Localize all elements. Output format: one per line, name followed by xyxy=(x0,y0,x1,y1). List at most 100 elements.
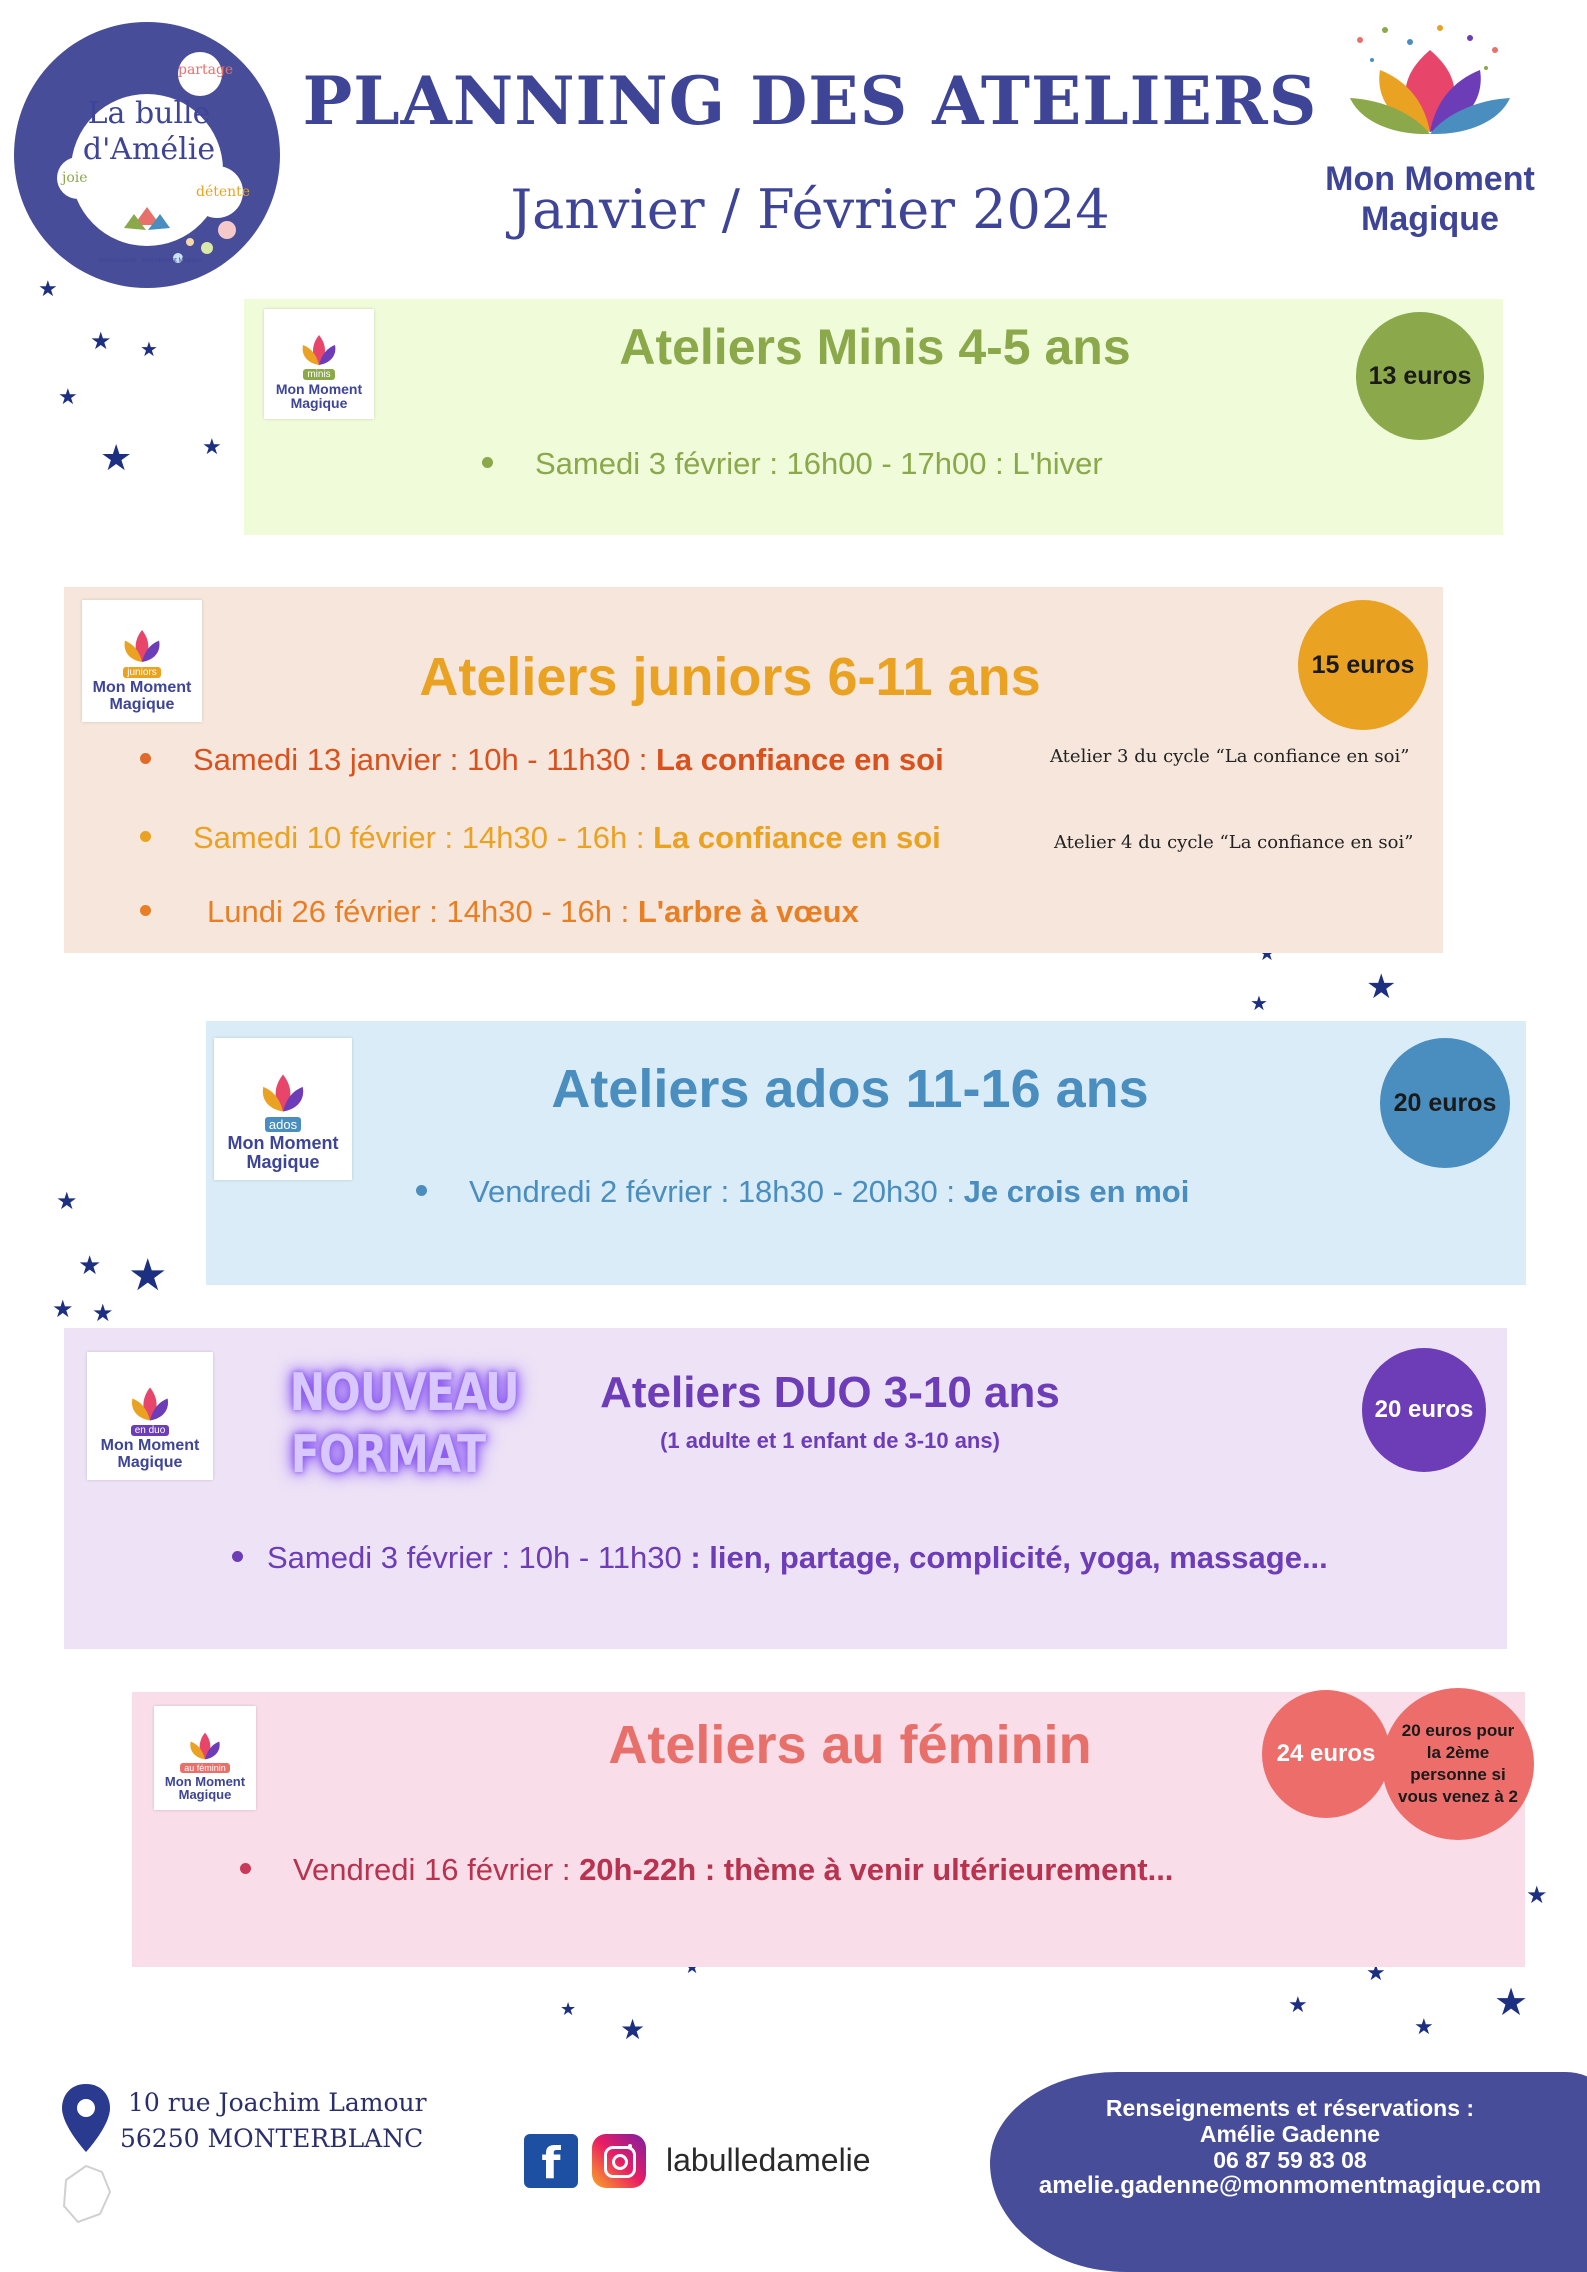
star-icon: ★ xyxy=(92,1300,114,1327)
lotus-icon xyxy=(124,630,160,663)
nouveau-line2: FORMAT xyxy=(290,1425,486,1485)
juniors-item-2-note: Atelier 4 du cycle “La confiance en soi” xyxy=(1054,832,1414,853)
word-joie: joie xyxy=(62,170,88,186)
star-icon: ★ xyxy=(100,437,133,478)
bullet-icon xyxy=(232,1551,243,1563)
la-bulle-logo: La bulle d'Amélie partage joie détente A… xyxy=(12,20,282,290)
juniors-item-1-theme: La confiance en soi xyxy=(656,742,944,777)
ados-badge: ados xyxy=(264,1117,302,1133)
star-icon: ★ xyxy=(140,339,158,361)
star-icon: ★ xyxy=(1250,993,1268,1015)
star-icon: ★ xyxy=(128,1251,168,1300)
duo-title: Ateliers DUO 3-10 ans xyxy=(600,1368,1060,1417)
contact-info: Renseignements et réservations : Amélie … xyxy=(990,2095,1587,2199)
right-logo-line2: Magique xyxy=(1361,200,1499,238)
duo-subtitle: (1 adulte et 1 enfant de 3-10 ans) xyxy=(660,1428,1000,1453)
duo-item-theme: : lien, partage, complicité, yoga, massa… xyxy=(690,1540,1328,1575)
star-icon: ★ xyxy=(90,328,112,355)
duo-logo-line1: Mon Moment xyxy=(100,1437,200,1455)
star-icon: ★ xyxy=(560,1999,577,2019)
ados-logo-line2: Magique xyxy=(246,1152,320,1173)
bullet-icon xyxy=(140,753,151,765)
juniors-item-3-theme: L'arbre à vœux xyxy=(637,894,859,929)
page-subtitle: Janvier / Février 2024 xyxy=(510,178,1110,241)
lotus-icon xyxy=(131,1387,169,1421)
juniors-badge: juniors xyxy=(123,667,161,679)
juniors-logo-line2: Magique xyxy=(109,696,175,714)
minis-logo: minis Mon Moment Magique xyxy=(264,309,374,419)
minis-price: 13 euros xyxy=(1356,312,1484,440)
ados-logo: ados Mon Moment Magique xyxy=(214,1038,352,1180)
star-icon: ★ xyxy=(52,1296,74,1323)
contact-email[interactable]: amelie.gadenne@monmomentmagique.com xyxy=(1038,2172,1542,2199)
section-juniors xyxy=(64,587,1443,953)
duo-logo: en duo Mon Moment Magique xyxy=(87,1352,213,1480)
instagram-icon[interactable] xyxy=(592,2134,646,2188)
minis-badge: minis xyxy=(303,368,335,380)
ring-text: Ambassadrice · Mon Moment Magique xyxy=(98,258,202,264)
feminin-item-text: Vendredi 16 février : xyxy=(293,1852,580,1887)
ados-item-theme: Je crois en moi xyxy=(963,1174,1190,1209)
feminin-logo-line2: Magique xyxy=(178,1787,232,1803)
mon-moment-magique-logo: Mon Moment Magique xyxy=(1300,20,1560,250)
juniors-logo: juniors Mon Moment Magique xyxy=(82,600,202,722)
star-icon: ★ xyxy=(58,384,78,409)
juniors-item-1: Samedi 13 janvier : 10h - 11h30 : La con… xyxy=(140,742,944,778)
bubble-logo-icon xyxy=(14,22,280,288)
nouveau-line1: NOUVEAU xyxy=(289,1363,520,1423)
feminin-item-theme: 20h-22h : thème à venir ultérieurement..… xyxy=(579,1852,1174,1887)
ados-title: Ateliers ados 11-16 ans xyxy=(551,1059,1149,1119)
duo-logo-line2: Magique xyxy=(117,1454,183,1472)
feminin-price-second: 20 euros pour la 2ème personne si vous v… xyxy=(1382,1688,1534,1840)
feminin-title: Ateliers au féminin xyxy=(608,1715,1092,1775)
star-icon: ★ xyxy=(1526,1882,1548,1909)
bullet-icon xyxy=(140,905,151,917)
ados-logo-line1: Mon Moment xyxy=(227,1133,339,1154)
juniors-price: 15 euros xyxy=(1298,600,1428,730)
address-line2: 56250 MONTERBLANC xyxy=(120,2124,424,2153)
lotus-icon xyxy=(302,334,336,365)
juniors-item-2: Samedi 10 février : 14h30 - 16h : La con… xyxy=(140,820,941,856)
star-icon: ★ xyxy=(620,2014,646,2045)
juniors-item-1-text: Samedi 13 janvier : 10h - 11h30 : xyxy=(193,742,656,777)
minis-logo-line2: Magique xyxy=(290,395,348,412)
star-icon: ★ xyxy=(1414,2014,1434,2039)
duo-item: Samedi 3 février : 10h - 11h30 : lien, p… xyxy=(232,1540,1328,1576)
star-icon: ★ xyxy=(202,434,222,459)
duo-price: 20 euros xyxy=(1362,1348,1486,1472)
bullet-icon xyxy=(416,1185,427,1197)
contact-phone[interactable]: 06 87 59 83 08 xyxy=(1213,2147,1367,2173)
social-handle[interactable]: labulledamelie xyxy=(666,2142,871,2178)
star-icon: ★ xyxy=(56,1188,78,1215)
ados-price: 20 euros xyxy=(1380,1038,1510,1168)
feminin-logo: au féminin Mon Moment Magique xyxy=(154,1706,256,1810)
juniors-item-2-text: Samedi 10 février : 14h30 - 16h : xyxy=(193,820,654,855)
bullet-icon xyxy=(482,457,493,469)
facebook-icon[interactable]: f xyxy=(524,2134,578,2189)
feminin-logo-line1: Mon Moment xyxy=(164,1773,246,1789)
la-bulle-name-line2: d'Amélie xyxy=(82,132,216,167)
address-line1: 10 rue Joachim Lamour xyxy=(128,2088,427,2117)
star-icon: ★ xyxy=(78,1250,102,1280)
lotus-icon xyxy=(262,1074,304,1112)
feminin-item: Vendredi 16 février : 20h-22h : thème à … xyxy=(240,1852,1173,1888)
section-minis xyxy=(244,299,1503,535)
duo-item-text: Samedi 3 février : 10h - 11h30 xyxy=(267,1540,691,1575)
contact-title: Renseignements et réservations : xyxy=(1105,2095,1475,2121)
bullet-icon xyxy=(140,831,151,843)
ados-item: Vendredi 2 février : 18h30 - 20h30 : Je … xyxy=(416,1174,1189,1210)
minis-title: Ateliers Minis 4-5 ans xyxy=(619,319,1131,375)
star-icon: ★ xyxy=(1366,968,1397,1006)
juniors-logo-line1: Mon Moment xyxy=(92,679,192,697)
duo-badge: en duo xyxy=(130,1425,170,1437)
word-detente: détente xyxy=(196,184,251,200)
minis-item: Samedi 3 février : 16h00 - 17h00 : L'hiv… xyxy=(482,446,1103,482)
minis-logo-line1: Mon Moment xyxy=(275,380,363,397)
lotus-icon xyxy=(1350,25,1510,135)
star-icon: ★ xyxy=(38,276,58,301)
minis-item-text: Samedi 3 février : 16h00 - 17h00 : L'hiv… xyxy=(535,446,1103,481)
juniors-title: Ateliers juniors 6-11 ans xyxy=(419,647,1041,707)
location-pin-icon xyxy=(56,2080,116,2230)
la-bulle-name-line1: La bulle xyxy=(87,96,211,131)
star-icon: ★ xyxy=(1494,1982,1529,2024)
